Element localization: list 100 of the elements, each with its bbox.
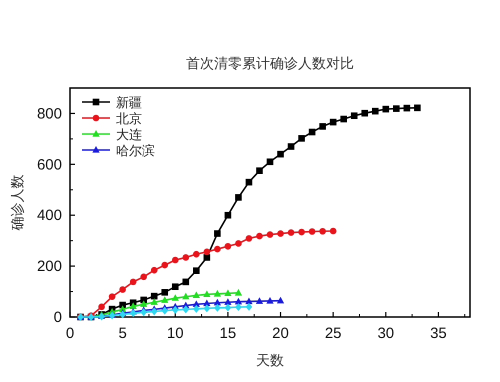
point: [350, 112, 358, 120]
x-tick-label: 0: [66, 325, 74, 342]
point: [330, 228, 336, 234]
point: [276, 296, 284, 304]
point: [140, 308, 147, 316]
point: [150, 307, 158, 316]
point: [108, 293, 116, 300]
point: [193, 304, 200, 313]
point: [224, 212, 232, 219]
point: [266, 158, 274, 166]
legend-label: 大连: [116, 128, 142, 143]
point: [234, 288, 242, 296]
point: [256, 167, 263, 174]
point: [119, 286, 126, 293]
point: [204, 248, 210, 256]
point: [204, 304, 210, 312]
point: [224, 304, 232, 312]
point: [182, 254, 190, 261]
point: [319, 228, 326, 235]
point: [172, 306, 179, 314]
point: [288, 143, 294, 150]
point: [172, 294, 179, 301]
y-tick-label: 600: [36, 156, 62, 174]
point: [172, 256, 179, 264]
legend-label: 新疆: [116, 96, 142, 111]
y-tick-label: 200: [36, 258, 62, 276]
point: [308, 228, 316, 235]
y-tick-label: 400: [36, 207, 62, 224]
y-tick-label: 0: [54, 309, 62, 326]
point: [330, 118, 336, 126]
point: [245, 298, 253, 304]
x-tick-label: 20: [272, 325, 289, 342]
point: [404, 104, 410, 112]
point: [246, 235, 252, 242]
point: [214, 230, 221, 237]
legend-label: 北京: [116, 112, 142, 127]
point: [246, 302, 252, 311]
point: [130, 309, 136, 318]
point: [382, 106, 390, 112]
point: [256, 232, 263, 240]
point: [256, 297, 264, 304]
point: [234, 298, 242, 304]
point: [193, 267, 200, 274]
point: [266, 297, 274, 304]
point: [161, 289, 168, 296]
point: [192, 291, 200, 298]
point: [319, 123, 326, 130]
point: [214, 290, 221, 296]
point: [130, 278, 136, 286]
point: [214, 304, 221, 312]
x-tick-label: 25: [324, 325, 342, 342]
point: [193, 250, 200, 258]
point: [182, 305, 190, 314]
legend-label: 哈尔滨: [116, 143, 155, 159]
x-tick-label: 15: [220, 325, 236, 342]
point: [150, 266, 158, 274]
point: [361, 110, 368, 116]
point: [266, 231, 274, 238]
point: [224, 298, 232, 305]
point: [140, 300, 148, 307]
x-tick-label: 35: [430, 325, 447, 342]
point: [298, 228, 305, 236]
point: [182, 292, 190, 300]
point: [161, 296, 168, 303]
point: [224, 242, 232, 250]
point: [372, 108, 379, 114]
chart-title: 首次清零累计确诊人数对比: [186, 56, 354, 72]
x-tick-label: 10: [166, 325, 184, 342]
point: [277, 150, 284, 158]
point: [161, 306, 168, 315]
x-axis-title: 天数: [256, 353, 284, 369]
point: [98, 304, 105, 310]
point: [130, 302, 137, 309]
point: [308, 128, 316, 136]
point: [172, 283, 179, 290]
point: [119, 310, 126, 318]
point: [204, 254, 210, 261]
point: [140, 274, 147, 280]
point: [298, 135, 305, 142]
point: [203, 290, 210, 297]
point: [214, 298, 221, 306]
point: [235, 240, 242, 247]
y-tick-label: 800: [36, 105, 62, 122]
point: [277, 230, 284, 237]
point: [214, 246, 221, 252]
x-tick-label: 30: [377, 325, 394, 342]
point: [340, 116, 347, 122]
point: [224, 289, 232, 296]
point: [235, 303, 242, 312]
x-tick-label: 5: [118, 325, 127, 342]
point: [161, 262, 168, 268]
point: [288, 229, 294, 236]
point: [182, 278, 190, 286]
y-axis-title: 确诊人数: [10, 174, 26, 232]
point: [150, 298, 158, 305]
point: [246, 178, 252, 186]
point: [235, 194, 242, 201]
point: [414, 104, 421, 112]
point: [150, 292, 158, 300]
point: [393, 105, 400, 112]
